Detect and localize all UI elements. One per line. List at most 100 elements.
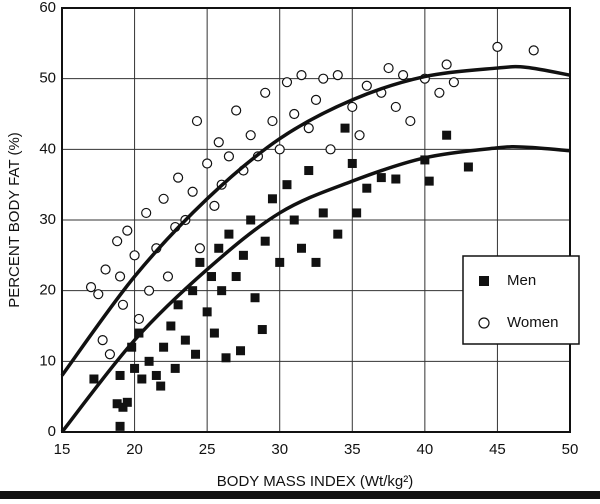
point: [217, 286, 227, 296]
point: [347, 101, 358, 113]
point: [311, 257, 321, 267]
legend-label: Women: [507, 314, 558, 331]
point: [137, 374, 147, 384]
point: [282, 180, 292, 190]
point: [195, 257, 205, 267]
point: [352, 208, 362, 218]
point: [173, 172, 184, 183]
point: [347, 158, 357, 168]
point: [115, 421, 125, 431]
point: [236, 346, 246, 356]
x-tick-label: 20: [126, 441, 143, 458]
point: [274, 144, 285, 155]
point: [224, 229, 234, 239]
point: [191, 115, 203, 127]
point: [318, 208, 328, 218]
point: [296, 70, 307, 81]
point: [492, 41, 503, 52]
point: [528, 45, 539, 56]
point: [257, 325, 267, 335]
point: [362, 183, 372, 193]
point: [238, 250, 248, 260]
x-tick-label: 15: [54, 441, 71, 458]
legend-label: Men: [507, 272, 536, 289]
point: [221, 353, 231, 363]
x-tick-label: 45: [489, 441, 506, 458]
point: [281, 77, 293, 88]
point: [158, 193, 169, 204]
point: [303, 123, 314, 134]
point: [127, 342, 137, 352]
point: [188, 286, 198, 296]
point: [97, 335, 108, 346]
point: [354, 130, 365, 141]
point: [332, 70, 343, 81]
point: [187, 186, 198, 197]
point: [245, 130, 256, 141]
x-tick-label: 25: [199, 441, 216, 458]
point: [89, 374, 99, 384]
point: [115, 370, 125, 380]
point: [275, 257, 285, 267]
point: [405, 115, 416, 127]
point: [133, 313, 145, 325]
y-tick-label: 50: [39, 70, 56, 87]
point: [194, 243, 205, 254]
point: [250, 293, 260, 303]
point: [209, 200, 220, 211]
point: [122, 397, 132, 407]
point: [223, 151, 235, 162]
point: [318, 73, 329, 84]
plot-frame: [61, 7, 571, 433]
point: [144, 356, 154, 366]
point: [170, 363, 180, 373]
point: [202, 158, 213, 169]
point: [214, 243, 224, 253]
point: [333, 229, 343, 239]
point: [130, 363, 140, 373]
point: [180, 335, 190, 345]
point: [246, 215, 256, 225]
y-tick-label: 30: [39, 211, 56, 228]
point: [434, 87, 445, 98]
point: [143, 285, 155, 296]
point: [141, 207, 152, 219]
point: [267, 194, 277, 204]
point: [441, 59, 452, 70]
point: [93, 289, 104, 300]
point: [231, 105, 242, 116]
point: [390, 101, 401, 113]
point: [289, 108, 300, 120]
point: [191, 349, 201, 359]
legend-box: [462, 255, 580, 345]
legend-marker: [478, 317, 490, 329]
y-tick-label: 0: [48, 423, 56, 440]
point: [112, 236, 123, 247]
point: [397, 70, 409, 81]
fit-line: [60, 64, 571, 377]
point: [267, 115, 278, 127]
point: [289, 215, 299, 225]
point: [162, 271, 174, 282]
point: [104, 349, 115, 360]
point: [391, 174, 401, 184]
point: [159, 342, 169, 352]
point: [361, 80, 372, 91]
x-tick-label: 35: [344, 441, 361, 458]
point: [173, 300, 183, 310]
point: [206, 272, 216, 282]
point: [202, 307, 212, 317]
point: [448, 77, 459, 88]
point: [100, 264, 111, 275]
point: [304, 166, 314, 176]
x-axis-title: BODY MASS INDEX (Wt/kg²): [217, 473, 413, 490]
point: [260, 87, 271, 98]
point: [129, 250, 140, 261]
point: [383, 62, 394, 74]
x-tick-label: 50: [562, 441, 579, 458]
point: [231, 272, 241, 282]
y-tick-label: 40: [39, 140, 56, 157]
point: [424, 176, 434, 186]
x-tick-label: 30: [271, 441, 288, 458]
